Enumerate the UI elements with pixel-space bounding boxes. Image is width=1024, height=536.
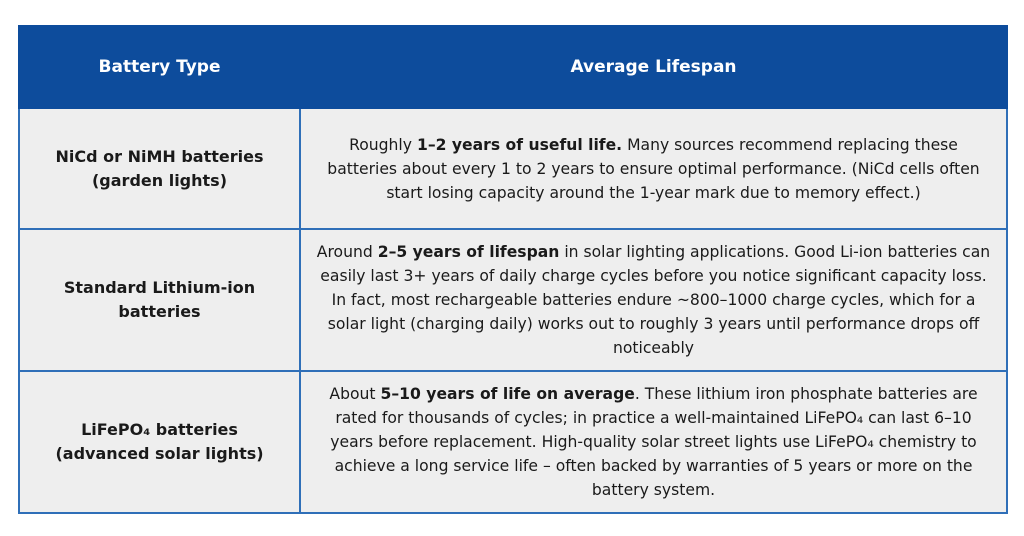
table-row: LiFePO₄ batteries (advanced solar lights… [18,370,1008,514]
lifespan-highlight: 1–2 years of useful life. [416,135,623,154]
lifespan-lead: Around [316,243,373,261]
battery-lifespan-table-container: Battery Type Average Lifespan NiCd or Ni… [18,25,1008,514]
lifespan-lead: Roughly [349,135,412,154]
battery-lifespan-table: Battery Type Average Lifespan NiCd or Ni… [18,25,1008,514]
header-average-lifespan: Average Lifespan [299,25,1008,109]
battery-type-cell: NiCd or NiMH batteries (garden lights) [18,107,301,230]
lifespan-lead: About [329,385,376,403]
table-header-row: Battery Type Average Lifespan [18,25,1008,109]
lifespan-cell: About 5–10 years of life on average. The… [299,370,1008,514]
lifespan-detail: Many sources recommend replacing these b… [327,135,980,202]
battery-type-cell: Standard Lithium-ion batteries [18,228,301,372]
table-row: NiCd or NiMH batteries (garden lights) R… [18,107,1008,230]
lifespan-detail: . These lithium iron phosphate batteries… [330,385,978,499]
battery-type-cell: LiFePO₄ batteries (advanced solar lights… [18,370,301,514]
lifespan-cell: Around 2–5 years of lifespan in solar li… [299,228,1008,372]
lifespan-cell: Roughly 1–2 years of useful life. Many s… [299,107,1008,230]
lifespan-highlight: 2–5 years of lifespan [377,243,560,261]
table-row: Standard Lithium-ion batteries Around 2–… [18,228,1008,372]
lifespan-highlight: 5–10 years of life on average [380,385,635,403]
lifespan-detail: in solar lighting applications. Good Li-… [320,243,991,357]
header-battery-type: Battery Type [18,25,301,109]
